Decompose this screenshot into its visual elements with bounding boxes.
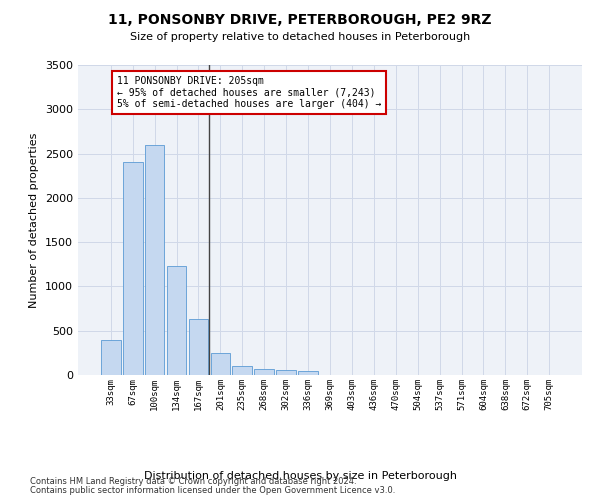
Bar bbox=[101, 340, 121, 375]
Text: 11, PONSONBY DRIVE, PETERBOROUGH, PE2 9RZ: 11, PONSONBY DRIVE, PETERBOROUGH, PE2 9R… bbox=[108, 12, 492, 26]
Bar bbox=[188, 319, 208, 375]
Bar bbox=[145, 144, 164, 375]
Text: Size of property relative to detached houses in Peterborough: Size of property relative to detached ho… bbox=[130, 32, 470, 42]
Bar bbox=[298, 371, 318, 375]
Bar bbox=[232, 366, 252, 375]
Bar bbox=[211, 353, 230, 375]
Text: Distribution of detached houses by size in Peterborough: Distribution of detached houses by size … bbox=[143, 471, 457, 481]
Bar bbox=[254, 369, 274, 375]
Text: Contains HM Land Registry data © Crown copyright and database right 2024.: Contains HM Land Registry data © Crown c… bbox=[30, 477, 356, 486]
Text: Contains public sector information licensed under the Open Government Licence v3: Contains public sector information licen… bbox=[30, 486, 395, 495]
Bar bbox=[276, 370, 296, 375]
Bar bbox=[123, 162, 143, 375]
Y-axis label: Number of detached properties: Number of detached properties bbox=[29, 132, 40, 308]
Bar bbox=[167, 266, 187, 375]
Text: 11 PONSONBY DRIVE: 205sqm
← 95% of detached houses are smaller (7,243)
5% of sem: 11 PONSONBY DRIVE: 205sqm ← 95% of detac… bbox=[117, 76, 381, 109]
